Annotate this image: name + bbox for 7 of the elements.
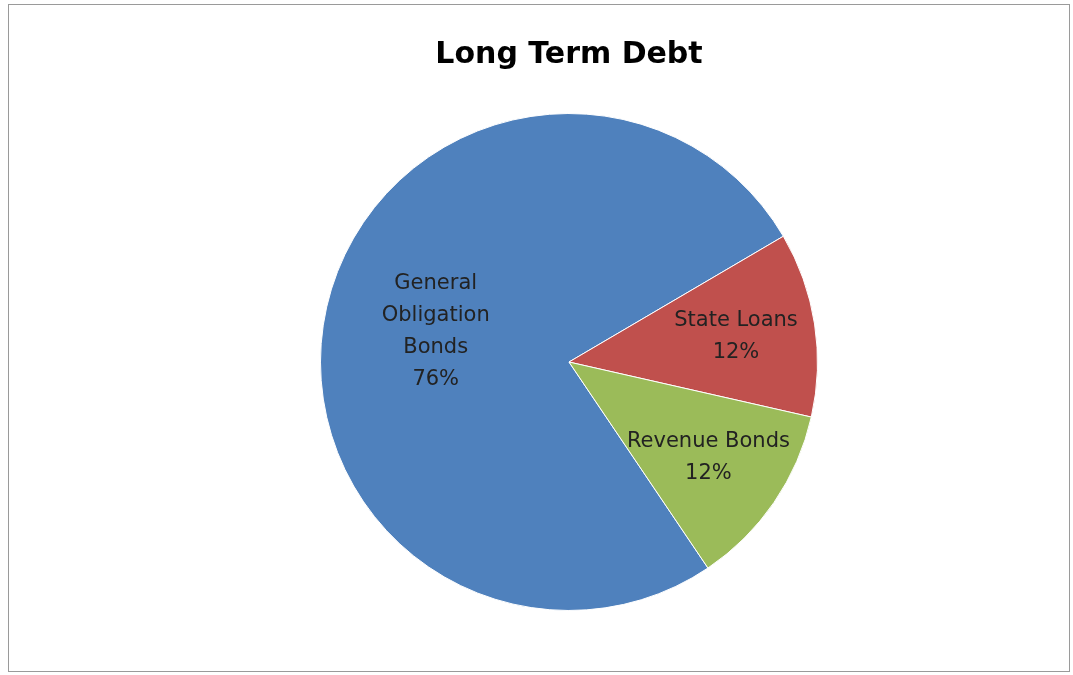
data-label: 12% bbox=[685, 459, 732, 484]
chart-title: Long Term Debt bbox=[435, 34, 703, 70]
data-label: 76% bbox=[412, 366, 460, 391]
slice-label: State Loans bbox=[674, 306, 798, 331]
slice-label: General Obligation Bonds bbox=[381, 270, 490, 359]
data-label: 12% bbox=[712, 338, 760, 363]
slice-label: Revenue Bonds bbox=[626, 427, 790, 452]
